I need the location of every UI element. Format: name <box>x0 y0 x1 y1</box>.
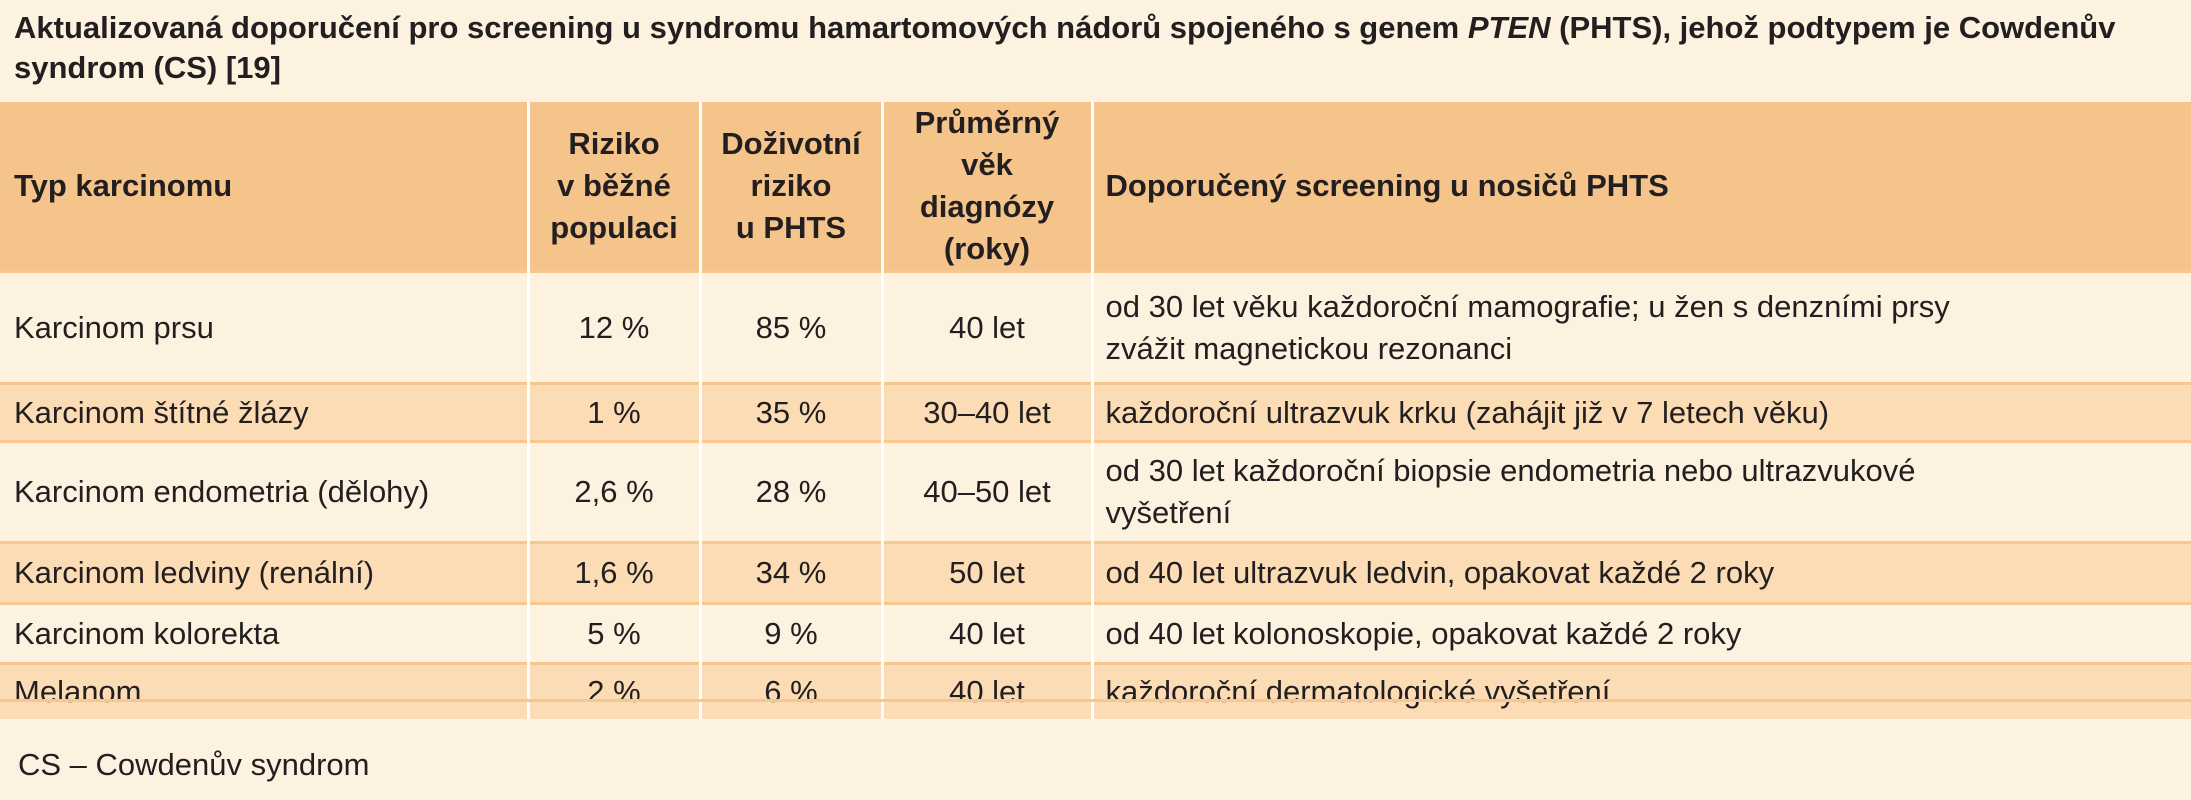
screening-table: Typ karcinomu Riziko v běžné populaci Do… <box>0 102 2191 719</box>
header-screening: Doporučený screening u nosičů PHTS <box>1090 102 2191 272</box>
screening-line: každoroční dermatologické vyšetření <box>1105 673 1611 709</box>
cell-cancer-type: Karcinom ledviny (renální) <box>14 555 375 590</box>
cell-cancer-type: Melanom <box>14 673 142 709</box>
cell-lifetime-risk: 6 % <box>698 663 882 719</box>
cell-lifetime-risk: 34 % <box>698 542 882 604</box>
screening-line: vyšetření <box>1105 495 1232 530</box>
header-line: věk diagnózy <box>919 147 1055 224</box>
cell-population-risk: 12 % <box>526 271 700 384</box>
cell-lifetime-risk: 28 % <box>698 441 882 543</box>
cell-lifetime-risk: 9 % <box>698 603 882 664</box>
header-line: Doživotní <box>721 126 861 161</box>
cell-mean-age: 40–50 let <box>880 441 1092 543</box>
table-row: Karcinom kolorekta 5 % 9 % 40 let od 40 … <box>0 603 2191 664</box>
table-row: Karcinom štítné žlázy 1 % 35 % 30–40 let… <box>0 383 2191 442</box>
title-part-2: (PHTS), jehož podtypem je Cowdenův syndr… <box>14 10 2116 85</box>
cell-population-risk: 1,6 % <box>526 542 700 604</box>
cell-screening: od 30 let každoroční biopsie endometria … <box>1090 441 2191 543</box>
cell-mean-age: 40 let <box>880 603 1092 664</box>
header-line: Průměrný <box>914 105 1060 140</box>
cell-screening: každoroční ultrazvuk krku (zahájit již v… <box>1090 383 2191 442</box>
table-title: Aktualizovaná doporučení pro screening u… <box>14 8 2164 88</box>
header-line: Doporučený screening u nosičů PHTS <box>1105 168 1669 203</box>
header-line: u PHTS <box>735 210 847 245</box>
cell-screening: každoroční dermatologické vyšetření <box>1090 663 2191 719</box>
cell-cancer-type: Karcinom endometria (dělohy) <box>14 474 430 509</box>
cell-population-risk: 5 % <box>526 603 700 664</box>
screening-line: od 30 let každoroční biopsie endometria … <box>1105 453 1916 488</box>
cell-cancer-type: Karcinom kolorekta <box>14 615 280 651</box>
table-row: Melanom 2 % 6 % 40 let každoroční dermat… <box>0 663 2191 719</box>
table-row: Karcinom ledviny (renální) 1,6 % 34 % 50… <box>0 542 2191 604</box>
header-cancer-type: Typ karcinomu <box>0 102 528 272</box>
title-gene-name: PTEN <box>1467 10 1551 45</box>
cell-screening: od 40 let kolonoskopie, opakovat každé 2… <box>1090 603 2191 664</box>
screening-line: každoroční ultrazvuk krku (zahájit již v… <box>1105 394 1830 430</box>
header-line: populaci <box>550 210 678 245</box>
header-lifetime-risk: Doživotní riziko u PHTS <box>698 102 882 272</box>
cell-mean-age: 50 let <box>880 542 1092 604</box>
cell-mean-age: 40 let <box>880 271 1092 384</box>
cell-mean-age: 40 let <box>880 663 1092 719</box>
table-header-row: Typ karcinomu Riziko v běžné populaci Do… <box>0 102 2191 272</box>
header-line: Typ karcinomu <box>14 168 233 203</box>
cell-cancer-type: Karcinom štítné žlázy <box>14 394 309 430</box>
header-line: v běžné <box>557 168 671 203</box>
title-part-1: Aktualizovaná doporučení pro screening u… <box>14 10 1468 45</box>
cell-population-risk: 2 % <box>526 663 700 719</box>
screening-line: zvážit magnetickou rezonanci <box>1105 330 1513 366</box>
table-row: Karcinom prsu 12 % 85 % 40 let od 30 let… <box>0 271 2191 384</box>
footnote-divider <box>0 699 2191 702</box>
cell-screening: od 40 let ultrazvuk ledvin, opakovat kaž… <box>1090 542 2191 604</box>
cell-cancer-type: Karcinom prsu <box>14 309 214 345</box>
cell-population-risk: 1 % <box>526 383 700 442</box>
footnote: CS – Cowdenův syndrom <box>18 747 370 782</box>
cell-lifetime-risk: 85 % <box>698 271 882 384</box>
header-mean-age: Průměrný věk diagnózy (roky) <box>880 102 1092 272</box>
cell-lifetime-risk: 35 % <box>698 383 882 442</box>
cell-screening: od 30 let věku každoroční mamografie; u … <box>1090 271 2191 384</box>
cell-mean-age: 30–40 let <box>880 383 1092 442</box>
header-population-risk: Riziko v běžné populaci <box>526 102 700 272</box>
header-line: riziko <box>750 168 832 203</box>
cell-population-risk: 2,6 % <box>526 441 700 543</box>
header-line: Riziko <box>568 126 660 161</box>
screening-line: od 40 let kolonoskopie, opakovat každé 2… <box>1105 615 1742 651</box>
header-line: (roky) <box>943 231 1031 266</box>
table-row: Karcinom endometria (dělohy) 2,6 % 28 % … <box>0 441 2191 543</box>
screening-line: od 30 let věku každoroční mamografie; u … <box>1105 288 1950 324</box>
screening-line: od 40 let ultrazvuk ledvin, opakovat kaž… <box>1105 555 1775 590</box>
